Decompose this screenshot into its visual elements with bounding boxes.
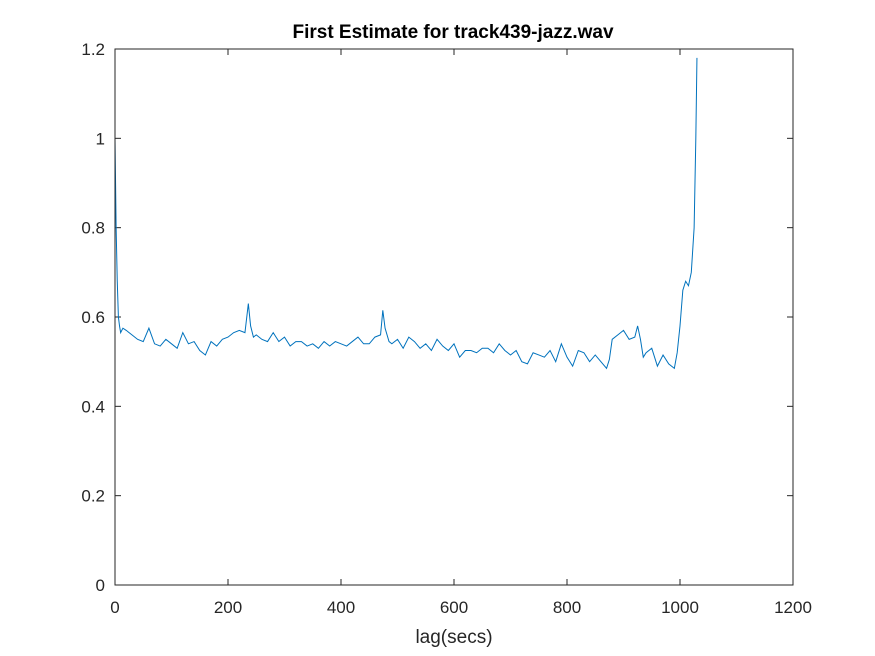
y-axis: 0 0.2 0.4 0.6 0.8 1 1.2 [81, 40, 793, 595]
y-tick-label: 0.8 [81, 219, 105, 238]
x-tick-label: 400 [327, 598, 355, 617]
y-tick-label: 0.6 [81, 308, 105, 327]
x-tick-label: 1200 [774, 598, 812, 617]
chart-title: First Estimate for track439-jazz.wav [292, 22, 613, 43]
y-tick-label: 0.2 [81, 487, 105, 506]
x-tick-label: 600 [440, 598, 468, 617]
y-tick-label: 0 [96, 576, 105, 595]
series-line [114, 57, 698, 370]
x-tick-label: 200 [214, 598, 242, 617]
y-tick-label: 0.4 [81, 397, 105, 416]
x-tick-label: 1000 [661, 598, 699, 617]
plot-frame [114, 48, 794, 586]
x-axis: 0 200 400 600 800 1000 1200 [110, 49, 812, 617]
y-tick-label: 1.2 [81, 40, 105, 59]
x-axis-label: lag(secs) [415, 627, 492, 648]
x-tick-label: 800 [553, 598, 581, 617]
plot-area [115, 49, 793, 585]
y-tick-label: 1 [96, 129, 105, 148]
x-tick-label: 0 [110, 598, 119, 617]
